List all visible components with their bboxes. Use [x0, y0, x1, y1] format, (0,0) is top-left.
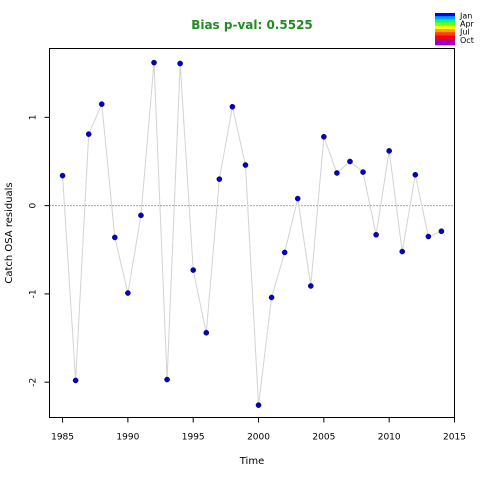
legend-color-band — [435, 19, 455, 23]
y-tick-label: 0 — [29, 203, 39, 209]
legend-label: Jul — [459, 28, 470, 37]
x-tick-label: 2005 — [312, 433, 335, 443]
data-point — [112, 234, 118, 241]
plot-frame — [49, 48, 455, 418]
data-point — [190, 267, 197, 273]
data-point — [203, 329, 210, 336]
data-point — [281, 249, 288, 256]
data-point — [164, 376, 170, 383]
data-point — [98, 101, 105, 107]
x-tick-label: 1985 — [51, 433, 74, 443]
data-point — [138, 212, 144, 219]
data-point — [72, 377, 79, 384]
data-point — [438, 228, 445, 235]
data-point — [294, 195, 301, 202]
data-point — [216, 176, 223, 182]
data-point — [151, 59, 157, 66]
legend-color-band — [435, 13, 455, 17]
data-point — [125, 290, 131, 296]
data-point — [255, 402, 262, 408]
data-point — [268, 294, 275, 301]
chart-title: Bias p-val: 0.5525 — [191, 18, 313, 32]
y-tick-label: -2 — [29, 378, 39, 387]
y-axis-label: Catch OSA residuals — [4, 182, 15, 283]
x-tick-label: 2015 — [443, 433, 466, 443]
data-point — [412, 171, 419, 178]
data-point — [307, 283, 314, 289]
legend-label: Jan — [459, 12, 472, 21]
data-point — [85, 131, 92, 137]
legend-color-band — [435, 32, 455, 36]
legend-color-band — [435, 35, 455, 39]
x-tick-label: 1990 — [116, 433, 139, 443]
x-tick-label: 1995 — [182, 433, 205, 443]
data-point — [425, 233, 432, 240]
series-line — [62, 62, 442, 406]
x-tick-label: 2000 — [247, 433, 270, 443]
legend-label: Apr — [460, 20, 475, 29]
series — [59, 59, 445, 408]
data-point — [321, 133, 327, 140]
legend-color-band — [435, 16, 455, 20]
x-tick-label: 2010 — [378, 433, 401, 443]
data-point — [177, 60, 183, 67]
legend-color-band — [435, 22, 455, 27]
data-point — [399, 248, 406, 255]
legend-color-band — [435, 25, 455, 30]
data-point — [59, 172, 66, 179]
data-point — [242, 162, 249, 168]
data-point — [386, 148, 392, 154]
axes: 1985 1990 1995 2000 2005 2010 2015 -2 -1 0 1 — [29, 114, 466, 442]
y-tick-label: 1 — [29, 114, 39, 120]
data-point — [373, 231, 379, 238]
legend-color-band — [435, 29, 455, 33]
x-axis-label: Time — [239, 456, 264, 467]
legend-color-band — [435, 41, 455, 46]
legend-color-band — [435, 38, 455, 43]
y-tick-label: -1 — [29, 289, 39, 298]
data-point — [347, 158, 353, 165]
data-point — [360, 169, 366, 175]
data-point — [229, 103, 236, 110]
data-point — [334, 170, 340, 176]
legend-label: Oct — [460, 36, 474, 45]
